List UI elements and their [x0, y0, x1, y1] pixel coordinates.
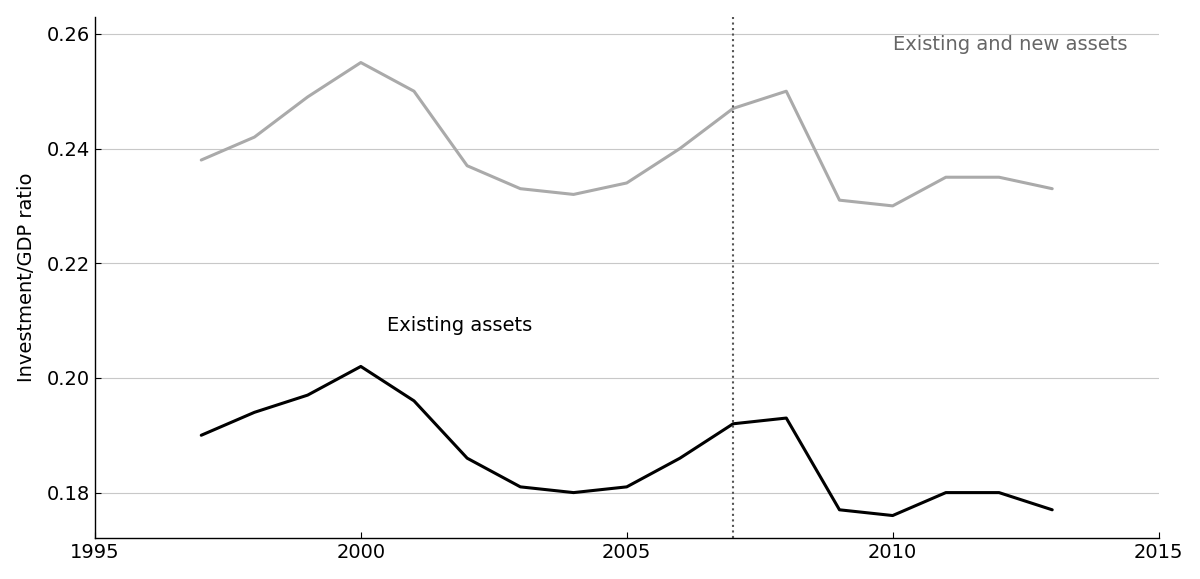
Y-axis label: Investment/GDP ratio: Investment/GDP ratio [17, 173, 36, 382]
Text: Existing assets: Existing assets [388, 316, 533, 335]
Text: Existing and new assets: Existing and new assets [893, 35, 1127, 54]
